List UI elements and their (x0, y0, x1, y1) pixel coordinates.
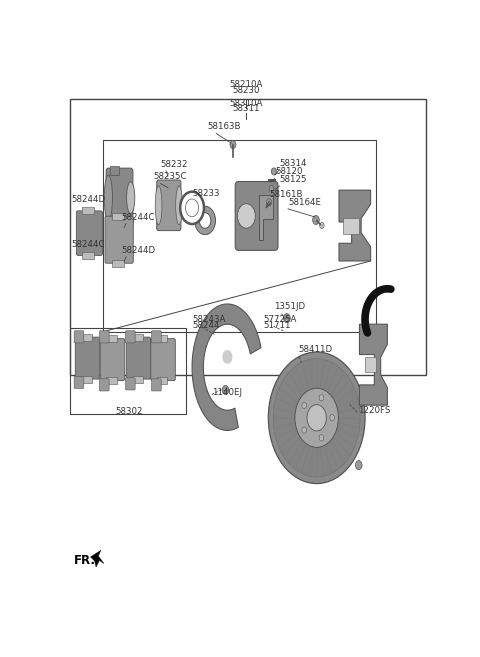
Circle shape (307, 405, 326, 431)
Text: 1351JD: 1351JD (274, 302, 305, 311)
FancyBboxPatch shape (152, 379, 161, 391)
FancyBboxPatch shape (125, 378, 135, 390)
Text: 58244D: 58244D (121, 246, 156, 256)
Bar (110, 166, 119, 175)
Bar (111, 260, 124, 267)
Circle shape (330, 415, 335, 421)
Ellipse shape (155, 186, 162, 225)
Text: 1220FS: 1220FS (358, 406, 390, 415)
FancyBboxPatch shape (99, 330, 109, 343)
Circle shape (312, 215, 319, 225)
FancyBboxPatch shape (75, 337, 100, 379)
Text: 58233: 58233 (192, 189, 219, 198)
Polygon shape (91, 551, 104, 567)
Polygon shape (360, 324, 387, 405)
Text: FR.: FR. (74, 554, 96, 567)
FancyBboxPatch shape (152, 330, 161, 343)
Polygon shape (339, 190, 371, 261)
Circle shape (355, 461, 362, 470)
Bar (156, 335, 168, 342)
Bar (132, 376, 143, 382)
Text: 58164E: 58164E (289, 198, 322, 208)
FancyBboxPatch shape (106, 168, 133, 227)
Bar (81, 334, 92, 340)
Circle shape (230, 141, 236, 148)
Text: 58244: 58244 (192, 321, 219, 330)
Ellipse shape (104, 175, 112, 220)
Circle shape (319, 395, 324, 401)
FancyBboxPatch shape (151, 338, 175, 380)
FancyBboxPatch shape (76, 211, 102, 256)
Text: 58314: 58314 (279, 160, 307, 168)
Circle shape (284, 313, 290, 323)
Text: 51711: 51711 (264, 321, 291, 330)
Polygon shape (192, 304, 261, 430)
Circle shape (222, 350, 232, 364)
FancyBboxPatch shape (125, 330, 135, 343)
FancyBboxPatch shape (74, 330, 84, 343)
FancyBboxPatch shape (156, 180, 181, 231)
FancyBboxPatch shape (74, 376, 84, 388)
Text: 58232: 58232 (160, 160, 188, 169)
Text: 58120: 58120 (275, 168, 302, 177)
Text: 58244D: 58244D (71, 195, 105, 204)
Bar (103, 139, 376, 332)
Bar (156, 377, 168, 384)
Circle shape (180, 192, 204, 224)
Circle shape (238, 204, 255, 228)
Circle shape (295, 388, 338, 447)
Text: 58161B: 58161B (269, 191, 303, 199)
FancyBboxPatch shape (126, 337, 151, 379)
Circle shape (320, 223, 324, 229)
Circle shape (269, 185, 274, 192)
Polygon shape (259, 194, 273, 240)
Text: 58302: 58302 (116, 407, 143, 416)
Text: 58125: 58125 (280, 175, 307, 184)
FancyBboxPatch shape (100, 338, 125, 380)
Bar (71, 328, 186, 414)
Text: 58244C: 58244C (121, 212, 155, 221)
Circle shape (271, 168, 276, 175)
FancyBboxPatch shape (99, 379, 109, 391)
Bar (132, 334, 143, 340)
Bar (81, 376, 92, 382)
Circle shape (273, 359, 360, 477)
Text: 58235C: 58235C (153, 172, 187, 181)
Bar (83, 208, 94, 214)
Circle shape (222, 386, 229, 394)
Bar (106, 377, 117, 384)
Circle shape (268, 352, 365, 484)
Text: 1140EJ: 1140EJ (212, 388, 242, 397)
Wedge shape (195, 206, 216, 235)
Ellipse shape (176, 186, 182, 225)
Text: 58411D: 58411D (298, 345, 332, 354)
Bar (106, 335, 117, 342)
Bar (343, 219, 359, 234)
Circle shape (266, 198, 272, 206)
Circle shape (319, 435, 324, 441)
Ellipse shape (127, 182, 135, 214)
Bar (83, 252, 94, 259)
Text: 58243A: 58243A (192, 315, 226, 324)
Bar (365, 357, 376, 373)
Circle shape (302, 402, 307, 409)
Text: 57725A: 57725A (264, 315, 297, 324)
FancyBboxPatch shape (105, 216, 133, 263)
FancyBboxPatch shape (235, 181, 278, 250)
Circle shape (302, 427, 307, 434)
Text: 58311: 58311 (232, 104, 260, 113)
Text: 58244C: 58244C (71, 240, 105, 249)
Text: 58210A: 58210A (229, 80, 263, 89)
Text: 58163B: 58163B (207, 122, 240, 131)
Circle shape (185, 199, 199, 217)
Bar (71, 99, 426, 374)
Bar (110, 220, 119, 229)
Text: 58230: 58230 (232, 85, 260, 95)
Text: 58310A: 58310A (229, 99, 263, 108)
Bar (111, 213, 124, 219)
